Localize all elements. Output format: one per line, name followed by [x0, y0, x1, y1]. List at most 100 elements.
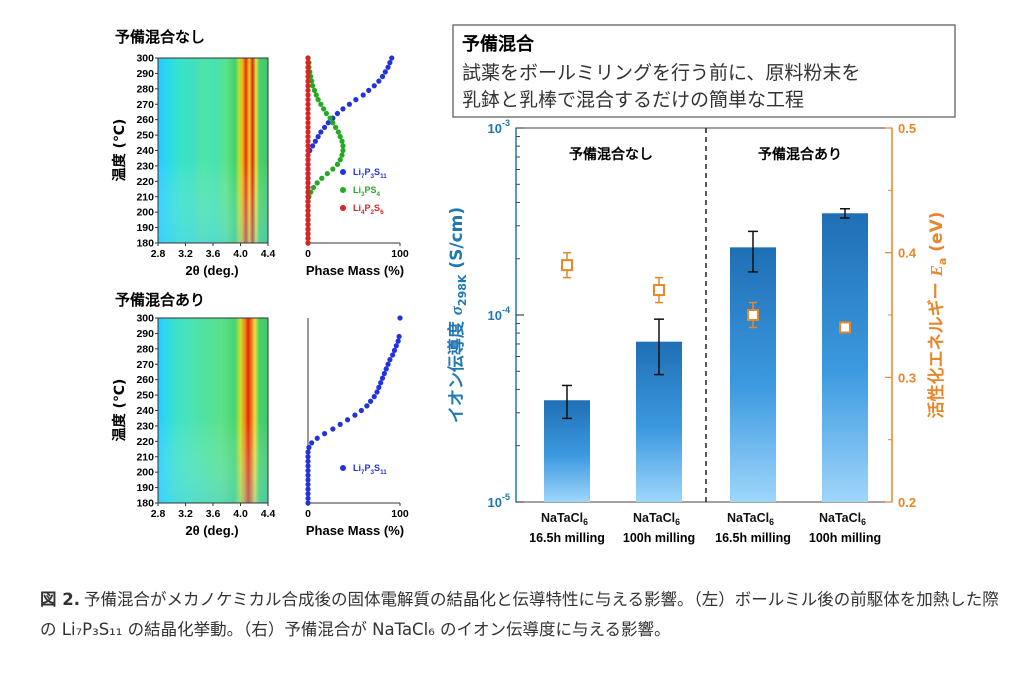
data-point	[382, 69, 388, 75]
y-tick-label: 230	[136, 420, 154, 432]
data-point	[305, 235, 311, 241]
legend-marker	[340, 465, 346, 471]
data-point	[315, 97, 321, 103]
data-point	[305, 449, 311, 455]
tick-exponent: -4	[502, 305, 510, 315]
figure-caption: 図 2. 予備混合がメカノケミカル合成後の固体電解質の結晶化と伝導特性に与える影響…	[40, 585, 1005, 645]
data-point	[305, 161, 311, 167]
data-point	[309, 440, 315, 446]
y-tick-label: 280	[136, 83, 154, 95]
y-tick-label: 190	[136, 222, 154, 234]
category-label: NaTaCl6	[727, 511, 774, 527]
data-point	[305, 221, 311, 228]
data-point	[305, 120, 311, 126]
note-box-line1: 試薬をボールミリングを行う前に、原料粉末を	[462, 62, 860, 84]
data-point	[390, 352, 396, 358]
category-label: NaTaCl6	[633, 511, 680, 527]
y-tick-label: 190	[136, 482, 154, 494]
group-label-with: 予備混合あり	[758, 146, 842, 163]
x-tick-label: 3.6	[206, 248, 221, 260]
tick-base: 10	[488, 495, 502, 510]
data-point	[340, 147, 346, 154]
data-point	[305, 134, 311, 140]
data-point	[337, 157, 343, 163]
data-point	[381, 370, 387, 377]
axis-label-unit: (eV)	[927, 212, 947, 258]
data-point	[339, 152, 345, 158]
x-tick-label: 2.8	[151, 248, 166, 260]
data-point	[305, 115, 311, 121]
data-point	[393, 343, 399, 349]
left-axis-ticks: 10-510 -4 10-3	[488, 118, 524, 510]
data-point	[314, 435, 320, 441]
data-point	[376, 384, 382, 390]
category-sublabel: 100h milling	[809, 531, 881, 545]
legend-label: Li3PS4	[353, 185, 381, 198]
x-tick-label: 100	[391, 248, 409, 260]
left-tick-label: 10-5	[488, 492, 510, 510]
data-point	[305, 83, 311, 89]
data-point	[314, 180, 320, 186]
label-part: Li	[353, 463, 361, 473]
data-point	[335, 129, 341, 135]
data-point	[305, 231, 311, 237]
legend-label: Li7P3S11	[353, 463, 387, 476]
data-point	[305, 129, 311, 135]
data-point	[330, 166, 336, 172]
data-point	[305, 226, 311, 232]
x-tick-label: 4.0	[233, 248, 248, 260]
data-point	[305, 240, 311, 246]
data-point	[340, 106, 346, 112]
data-point	[344, 417, 351, 423]
subscript: 11	[380, 469, 387, 476]
subscript: 6	[861, 517, 866, 527]
x-tick-label: 2.8	[151, 508, 166, 520]
x-tick-label: 3.2	[178, 248, 193, 260]
data-point	[340, 143, 346, 149]
legend-label: Li7P3S11	[353, 167, 387, 180]
data-point	[305, 157, 311, 163]
data-point	[374, 389, 380, 395]
label-part: PS	[365, 185, 377, 195]
data-point	[371, 394, 377, 400]
label-part: Li	[353, 203, 361, 213]
data-point	[305, 189, 311, 195]
data-point	[305, 143, 311, 149]
data-point	[321, 124, 328, 130]
y-tick-label: 180	[136, 498, 154, 510]
data-point	[389, 55, 395, 61]
x-tick-label: 4.0	[233, 508, 248, 520]
heatmap2-fade	[158, 318, 268, 503]
subscript: 3	[371, 469, 375, 476]
subscript: 4	[377, 191, 381, 198]
data-point	[330, 120, 336, 126]
left-tick-label: 10-3	[488, 118, 510, 136]
data-point	[305, 175, 311, 181]
data-point	[312, 138, 318, 144]
data-point	[318, 129, 324, 135]
y-tick-label: 210	[136, 191, 154, 203]
y-tick-label: 250	[136, 130, 154, 142]
note-box: 予備混合 試薬をボールミリングを行う前に、原料粉末を 乳鉢と乳棒で混合するだけの…	[452, 24, 956, 118]
data-point	[311, 87, 318, 93]
data-point	[313, 92, 319, 98]
data-point	[306, 444, 312, 451]
phase2-xlabel: Phase Mass (%)	[306, 523, 404, 538]
data-point	[334, 161, 341, 167]
heatmap2-title: 予備混合あり	[115, 291, 205, 309]
data-point	[333, 124, 339, 130]
tick-exponent: -3	[502, 118, 510, 128]
bars	[544, 207, 868, 502]
data-point	[305, 454, 311, 460]
data-point	[305, 124, 311, 130]
data-point	[305, 468, 311, 474]
y-tick-label: 270	[136, 359, 154, 371]
data-point	[305, 171, 311, 177]
subscript: 3	[371, 173, 375, 180]
data-point	[378, 380, 384, 386]
y-tick-label: 280	[136, 343, 154, 355]
subscript: 3	[361, 191, 365, 198]
